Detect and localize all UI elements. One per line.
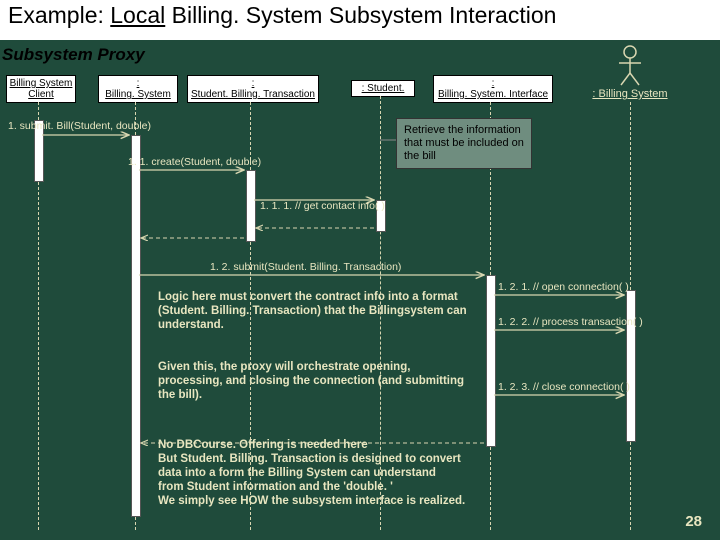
lifeline-head-sbt: : Student. Billing. Transaction xyxy=(187,75,319,103)
actor-icon xyxy=(616,45,644,92)
lifeline-head-bsi: : Billing. System. Interface xyxy=(433,75,553,103)
activation-bsi xyxy=(486,275,496,447)
msg-1-2: 1. 2. submit(Student. Billing. Transacti… xyxy=(210,261,401,273)
nodb-l5: We simply see HOW the subsystem interfac… xyxy=(158,495,465,507)
activation-actor xyxy=(626,290,636,442)
nodb-l4: from Student information and the 'double… xyxy=(158,481,393,493)
lifeline-bs-l2: Billing. System xyxy=(105,89,171,100)
nodb-l1: No DBCourse. Offering is needed here xyxy=(158,439,368,451)
lifeline-student-label: : Student. xyxy=(362,83,405,94)
note-logic: Logic here must convert the contract inf… xyxy=(158,290,478,332)
msg-1-1: 1. 1. create(Student, double) xyxy=(128,156,261,168)
lifeline-sbt-l2: Student. Billing. Transaction xyxy=(191,89,315,100)
nodb-l2: But Student. Billing. Transaction is des… xyxy=(158,453,461,465)
title-suffix: Billing. System Subsystem Interaction xyxy=(165,2,556,28)
lifeline-head-billingsystem: : Billing. System xyxy=(98,75,178,103)
nodb-l3: data into a form the Billing System can … xyxy=(158,467,436,479)
lifeline-bs-l1: : xyxy=(137,78,140,89)
msg-1-2-2: 1. 2. 2. // process transaction( ) xyxy=(498,316,643,328)
title-underlined: Local xyxy=(110,2,165,28)
title-prefix: Example: xyxy=(8,2,110,28)
lifeline-client-l2: Client xyxy=(28,89,54,100)
msg-1-2-3: 1. 2. 3. // close connection( ) xyxy=(498,381,630,393)
note-retrieve: Retrieve the information that must be in… xyxy=(396,118,532,169)
page-number: 28 xyxy=(685,513,702,530)
subtitle: Subsystem Proxy xyxy=(2,45,145,65)
activation-sbt xyxy=(246,170,256,242)
lifeline-bsi-l1: : xyxy=(492,78,495,89)
lifeline-bsi-l2: Billing. System. Interface xyxy=(438,89,548,100)
msg-1-1-1: 1. 1. 1. // get contact info( ) xyxy=(260,200,385,212)
lifeline-client-l1: Billing System xyxy=(10,78,73,89)
note-nodb: No DBCourse. Offering is needed here But… xyxy=(158,438,598,508)
slide-title: Example: Local Billing. System Subsystem… xyxy=(8,2,556,29)
lifeline-head-client: Billing System Client xyxy=(6,75,76,103)
actor-label: : Billing System xyxy=(590,88,670,100)
lifeline-sbt-l1: : xyxy=(252,78,255,89)
msg-1-2-1: 1. 2. 1. // open connection( ) xyxy=(498,281,629,293)
msg-1: 1. submit. Bill(Student, double) xyxy=(8,120,151,132)
activation-billingsystem xyxy=(131,135,141,517)
lifeline-head-student: : Student. xyxy=(351,80,415,97)
note-given: Given this, the proxy will orchestrate o… xyxy=(158,360,478,402)
